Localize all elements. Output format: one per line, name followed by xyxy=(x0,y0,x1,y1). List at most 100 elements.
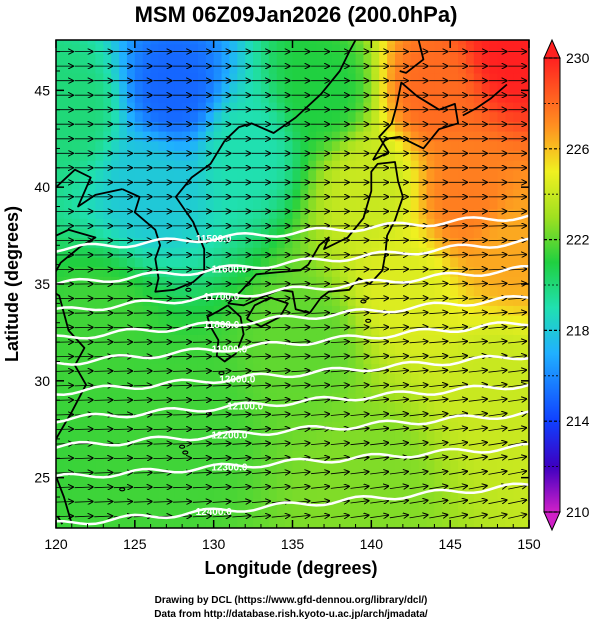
heat-cell xyxy=(213,189,223,200)
heat-cell xyxy=(253,101,262,113)
heat-cell xyxy=(174,121,183,132)
heat-cell xyxy=(481,344,491,355)
heat-cell xyxy=(276,363,286,374)
heat-cell xyxy=(355,101,365,113)
heat-cell xyxy=(355,353,365,364)
heat-cell xyxy=(450,150,459,161)
heat-cell xyxy=(379,508,388,519)
heat-cell xyxy=(87,92,97,103)
heat-cell xyxy=(481,169,491,181)
heat-cell xyxy=(300,237,309,248)
heat-cell xyxy=(79,324,89,335)
heat-cell xyxy=(166,431,175,442)
wind-vector xyxy=(409,515,428,518)
heat-cell xyxy=(166,411,175,423)
heat-cell xyxy=(394,285,404,297)
heat-cell xyxy=(402,285,412,297)
heat-cell xyxy=(268,150,278,161)
heat-cell xyxy=(253,373,262,384)
heat-cell xyxy=(284,111,294,122)
wind-vector xyxy=(232,327,250,328)
heat-cell xyxy=(229,179,238,190)
wind-vector xyxy=(508,312,526,314)
heat-cell xyxy=(87,82,97,93)
heat-cell xyxy=(465,189,475,200)
contour-line xyxy=(56,482,529,526)
heat-cell xyxy=(442,40,451,45)
heat-cell xyxy=(237,82,246,93)
heat-cell xyxy=(71,285,81,297)
heat-cell xyxy=(410,508,420,519)
heat-cell xyxy=(56,479,65,490)
heat-cell xyxy=(426,314,435,326)
heat-cell xyxy=(253,266,262,277)
heat-cell xyxy=(63,460,73,471)
wind-vector xyxy=(449,486,467,489)
heat-cell xyxy=(119,276,128,287)
heat-cell xyxy=(174,218,183,229)
heat-cell xyxy=(426,208,435,219)
heat-cell xyxy=(394,82,404,93)
heat-cell xyxy=(284,392,294,403)
heat-cell xyxy=(339,208,349,219)
heat-cell xyxy=(426,131,435,142)
heat-cell xyxy=(292,198,301,210)
heat-cell xyxy=(205,450,215,461)
heat-cell xyxy=(245,198,254,210)
heat-cell xyxy=(245,92,254,103)
heat-cell xyxy=(339,518,349,528)
heat-cell xyxy=(347,518,357,528)
heat-cell xyxy=(71,198,81,210)
heat-cell xyxy=(402,189,412,200)
heat-cell xyxy=(276,169,286,181)
heat-cell xyxy=(197,72,207,84)
heat-cell xyxy=(158,314,167,326)
heat-cell xyxy=(174,295,183,306)
heat-cell xyxy=(316,53,325,64)
heat-cell xyxy=(394,314,404,326)
heat-cell xyxy=(182,421,191,432)
wind-vector xyxy=(389,385,408,387)
heat-cell xyxy=(268,295,278,306)
wind-vector xyxy=(409,356,428,358)
heat-cell xyxy=(410,111,420,122)
heat-cell xyxy=(245,489,254,500)
heat-cell xyxy=(126,266,136,277)
heat-cell xyxy=(394,334,404,345)
heat-cell xyxy=(410,121,420,132)
heat-cell xyxy=(103,72,112,84)
heat-cell xyxy=(63,140,73,151)
heat-cell xyxy=(497,101,506,113)
heat-cell xyxy=(213,285,223,297)
heat-cell xyxy=(458,101,467,113)
contour-label: 12300.0 xyxy=(211,462,248,473)
heat-cell xyxy=(316,382,325,394)
heat-cell xyxy=(221,314,231,326)
heat-cell xyxy=(363,53,372,64)
heat-cell xyxy=(268,489,278,500)
wind-vector xyxy=(271,313,290,314)
heat-cell xyxy=(268,198,278,210)
heat-cell xyxy=(418,344,428,355)
wind-vector xyxy=(409,443,428,445)
wind-vector xyxy=(449,327,467,329)
heat-cell xyxy=(229,160,238,171)
heat-cell xyxy=(371,208,380,219)
wind-vector xyxy=(153,502,171,503)
heat-cell xyxy=(521,498,529,510)
wind-vector xyxy=(153,371,171,372)
heat-cell xyxy=(166,198,175,210)
heat-cell xyxy=(87,40,97,45)
heat-cell xyxy=(111,101,120,113)
wind-vector xyxy=(311,269,329,270)
heat-cell xyxy=(316,411,325,423)
heat-cell xyxy=(355,121,365,132)
heat-cell xyxy=(308,266,317,277)
heat-cell xyxy=(300,324,309,335)
heat-cell xyxy=(79,266,89,277)
heat-cell xyxy=(473,479,483,490)
heat-cell xyxy=(71,421,81,432)
wind-vector xyxy=(429,269,447,270)
heat-cell xyxy=(331,101,341,113)
heat-cell xyxy=(79,43,89,55)
